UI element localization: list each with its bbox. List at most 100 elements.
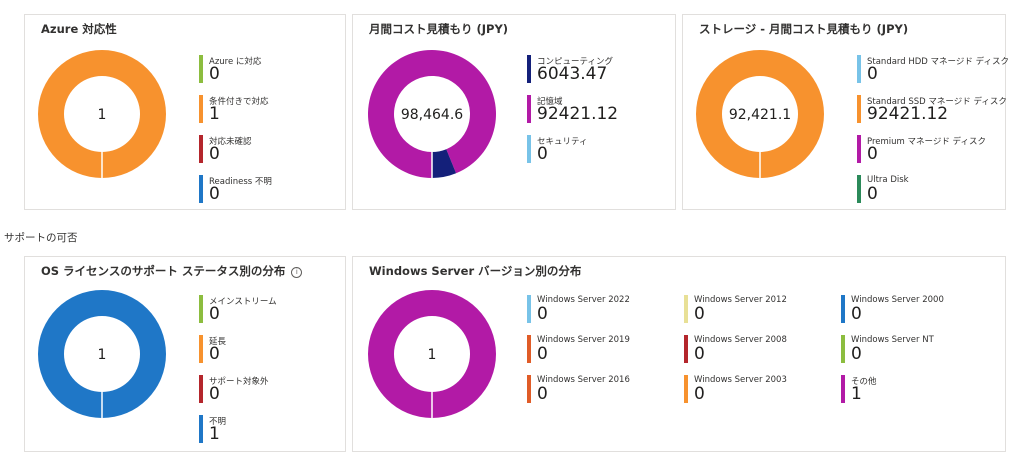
legend-label: Windows Server 2000 [851,295,944,305]
legend-label: Standard HDD マネージド ディスク [867,57,1009,67]
legend-value: 0 [867,144,878,164]
donut-chart[interactable]: 1 [37,289,167,419]
legend-value: 0 [694,344,705,364]
legend-color [684,295,688,323]
legend-color [527,55,531,83]
legend-value: 1 [851,384,862,404]
legend: Windows Server 2022 0 Windows Server 2019… [527,293,997,413]
legend-label: Premium マネージド ディスク [867,137,986,147]
donut-chart[interactable]: 1 [37,49,167,179]
donut-segment[interactable] [432,149,457,178]
legend-value: 6043.47 [537,64,608,84]
legend-value: 1 [209,104,220,124]
legend-label: Ultra Disk [867,175,909,185]
legend-color [527,335,531,363]
legend-value: 0 [537,144,548,164]
legend-label: Windows Server 2022 [537,295,630,305]
storage-cost-card: ストレージ - 月間コスト見積もり (JPY) 92,421.1 Standar… [682,14,1009,210]
section-title: サポートの可否 [4,232,78,244]
legend-label: 延長 [209,337,227,347]
legend-color [199,415,203,443]
legend-label: Windows Server 2008 [694,335,787,345]
windows-version-card: Windows Server バージョン別の分布 1 Windows Serve… [352,256,1006,452]
legend-value: 0 [694,384,705,404]
legend-label: 対応未確認 [209,137,252,147]
donut-segment[interactable] [38,290,166,418]
legend-label: 条件付きで対応 [209,97,269,107]
legend-value: 0 [209,384,220,404]
legend-value: 0 [867,184,878,204]
legend-color [857,135,861,163]
legend-label: Readiness 不明 [209,177,272,187]
legend-color [841,335,845,363]
donut-chart[interactable]: 92,421.1 [695,49,825,179]
monthly-cost-card: 月間コスト見積もり (JPY) 98,464.6 コンピューティング 6043.4… [352,14,676,210]
legend-value: 0 [694,304,705,324]
legend-label: その他 [851,377,877,387]
legend-label: Windows Server NT [851,335,934,345]
legend-color [199,95,203,123]
donut-chart[interactable]: 1 [367,289,497,419]
os-license-card: OS ライセンスのサポート ステータス別の分布 i 1 メインストリーム 0 延長 0… [24,256,346,452]
donut-segment[interactable] [696,50,824,178]
legend-color [199,335,203,363]
card-title-text: OS ライセンスのサポート ステータス別の分布 [41,264,286,278]
legend-color [857,175,861,203]
legend-value: 1 [209,424,220,444]
legend-color [527,135,531,163]
info-icon[interactable]: i [291,267,303,278]
legend-label: Windows Server 2019 [537,335,630,345]
azure-readiness-card: Azure 対応性 1 Azure に対応 0 条件付きで対応 1 対応未確認 0 R… [24,14,346,210]
legend-value: 0 [209,144,220,164]
legend-color [527,375,531,403]
legend-value: 0 [209,64,220,84]
legend-value: 0 [537,384,548,404]
legend-color [199,375,203,403]
donut-center-value: 92,421.1 [729,107,791,123]
legend-label: 記憶域 [537,97,563,107]
donut-chart[interactable]: 98,464.6 [367,49,497,179]
legend-color [199,295,203,323]
card-title: ストレージ - 月間コスト見積もり (JPY) [699,22,909,36]
legend-color [527,295,531,323]
legend-value: 92421.12 [867,104,949,124]
donut-segment[interactable] [368,50,496,179]
card-title: Windows Server バージョン別の分布 [369,264,582,278]
legend-label: コンピューティング [537,57,613,67]
legend-label: サポート対象外 [209,377,269,387]
legend-color [199,55,203,83]
legend-color [857,95,861,123]
legend-value: 0 [867,64,878,84]
card-title: 月間コスト見積もり (JPY) [369,22,509,36]
donut-center-value: 1 [98,107,107,123]
legend-label: 不明 [209,417,227,427]
legend-value: 0 [537,304,548,324]
legend-color [857,55,861,83]
legend-value: 0 [209,184,220,204]
legend-color [199,175,203,203]
legend-value: 0 [851,304,862,324]
legend-color [684,335,688,363]
card-title: Azure 対応性 [41,22,117,36]
donut-center-value: 1 [98,347,107,363]
legend-value: 0 [851,344,862,364]
legend-label: メインストリーム [209,297,277,307]
legend-label: Standard SSD マネージド ディスク [867,97,1007,107]
legend-label: セキュリティ [537,137,588,147]
donut-center-value: 98,464.6 [401,107,463,123]
donut-segment[interactable] [38,50,166,178]
legend-label: Azure に対応 [209,57,262,67]
legend-value: 0 [209,304,220,324]
legend-label: Windows Server 2003 [694,375,787,385]
legend-color [841,375,845,403]
donut-segment[interactable] [368,290,496,418]
legend-color [684,375,688,403]
legend-label: Windows Server 2012 [694,295,787,305]
legend-color [199,135,203,163]
card-title: OS ライセンスのサポート ステータス別の分布 i [41,263,303,279]
legend-color [841,295,845,323]
donut-center-value: 1 [428,347,437,363]
legend-value: 0 [209,344,220,364]
legend-value: 92421.12 [537,104,619,124]
legend-color [527,95,531,123]
